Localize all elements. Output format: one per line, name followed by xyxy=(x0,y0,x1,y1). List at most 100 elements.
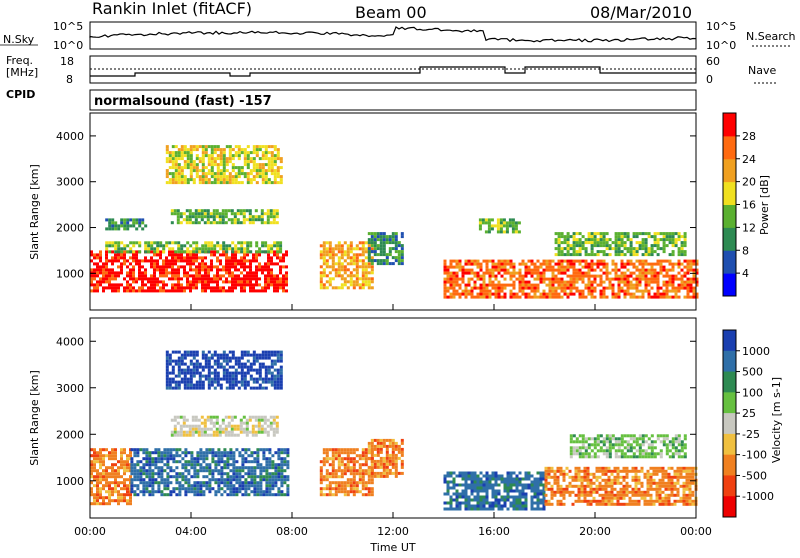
echo-cell xyxy=(528,293,531,296)
echo-cell xyxy=(214,478,217,481)
echo-cell xyxy=(365,448,368,451)
echo-cell xyxy=(253,493,256,496)
echo-cell xyxy=(169,493,172,496)
echo-cell xyxy=(566,488,569,491)
echo-cell xyxy=(211,448,214,451)
echo-cell xyxy=(249,212,252,215)
echo-cell xyxy=(105,265,108,268)
echo-cell xyxy=(485,230,488,233)
echo-cell xyxy=(202,490,205,493)
freq-left-bottom-tick: 8 xyxy=(66,73,73,86)
echo-cell xyxy=(229,493,232,496)
echo-cell xyxy=(268,484,271,487)
echo-cell xyxy=(347,286,350,289)
echo-cell xyxy=(126,286,129,289)
echo-cell xyxy=(208,466,211,469)
echo-cell xyxy=(145,472,148,475)
echo-cell xyxy=(271,493,274,496)
echo-cell xyxy=(151,481,154,484)
echo-cell xyxy=(253,351,256,354)
echo-cell xyxy=(258,431,261,434)
echo-cell xyxy=(279,277,282,280)
echo-cell xyxy=(250,363,253,366)
echo-cell xyxy=(141,265,144,268)
echo-cell xyxy=(561,266,564,269)
echo-cell xyxy=(201,274,204,277)
echo-cell xyxy=(567,284,570,287)
echo-cell xyxy=(285,283,288,286)
echo-cell xyxy=(471,475,474,478)
echo-cell xyxy=(558,296,561,299)
echo-cell xyxy=(543,508,546,511)
echo-cell xyxy=(96,493,99,496)
echo-cell xyxy=(267,256,270,259)
echo-cell xyxy=(253,481,256,484)
echo-cell xyxy=(368,457,371,460)
echo-cell xyxy=(217,145,220,148)
echo-cell xyxy=(250,490,253,493)
echo-cell xyxy=(359,457,362,460)
echo-cell xyxy=(273,241,276,244)
echo-cell xyxy=(356,262,359,265)
echo-cell xyxy=(507,508,510,511)
echo-cell xyxy=(198,212,201,215)
echo-cell xyxy=(177,218,180,221)
echo-cell xyxy=(169,457,172,460)
echo-cell xyxy=(618,250,621,253)
echo-cell xyxy=(624,281,627,284)
echo-cell xyxy=(271,363,274,366)
echo-cell xyxy=(210,277,213,280)
echo-cell xyxy=(558,260,561,263)
echo-cell xyxy=(497,230,500,233)
echo-cell xyxy=(504,481,507,484)
echo-cell xyxy=(160,469,163,472)
echo-cell xyxy=(353,493,356,496)
echo-cell xyxy=(389,457,392,460)
echo-cell xyxy=(132,286,135,289)
echo-cell xyxy=(645,247,648,250)
echo-cell xyxy=(136,493,139,496)
echo-cell xyxy=(267,215,270,218)
echo-cell xyxy=(189,221,192,224)
echo-cell xyxy=(228,280,231,283)
echo-cell xyxy=(241,181,244,184)
echo-cell xyxy=(444,269,447,272)
echo-cell xyxy=(237,247,240,250)
echo-cell xyxy=(572,503,575,506)
echo-cell xyxy=(576,287,579,290)
echo-cell xyxy=(594,263,597,266)
echo-cell xyxy=(350,487,353,490)
echo-cell xyxy=(371,472,374,475)
echo-cell xyxy=(178,148,181,151)
echo-cell xyxy=(175,175,178,178)
echo-cell xyxy=(344,265,347,268)
echo-cell xyxy=(151,475,154,478)
echo-cell xyxy=(156,277,159,280)
echo-cell xyxy=(204,274,207,277)
echo-cell xyxy=(554,491,557,494)
echo-cell xyxy=(190,463,193,466)
echo-cell xyxy=(371,235,374,238)
echo-cell xyxy=(187,154,190,157)
echo-cell xyxy=(105,277,108,280)
echo-cell xyxy=(252,256,255,259)
echo-cell xyxy=(120,268,123,271)
echo-cell xyxy=(479,227,482,230)
echo-cell xyxy=(117,502,120,505)
echo-cell xyxy=(216,277,219,280)
echo-cell xyxy=(540,293,543,296)
echo-cell xyxy=(105,475,108,478)
echo-cell xyxy=(621,250,624,253)
echo-cell xyxy=(111,475,114,478)
echo-cell xyxy=(519,287,522,290)
echo-cell xyxy=(341,472,344,475)
echo-cell xyxy=(172,172,175,175)
echo-cell xyxy=(621,287,624,290)
echo-cell xyxy=(543,272,546,275)
echo-cell xyxy=(492,287,495,290)
echo-cell xyxy=(237,434,240,437)
echo-cell xyxy=(597,241,600,244)
echo-cell xyxy=(192,256,195,259)
echo-cell xyxy=(516,293,519,296)
echo-cell xyxy=(271,151,274,154)
